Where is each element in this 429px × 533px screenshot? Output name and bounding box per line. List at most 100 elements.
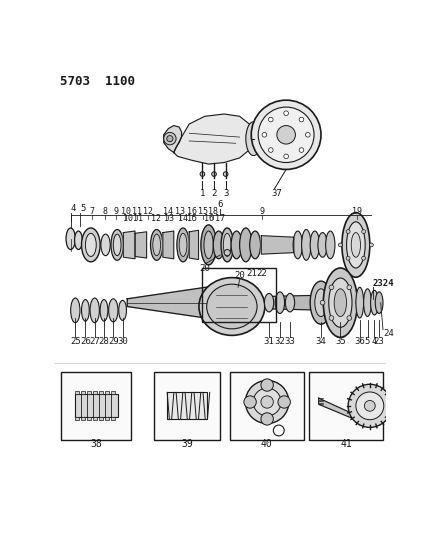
Text: 20: 20: [199, 264, 210, 273]
Ellipse shape: [153, 234, 160, 256]
Bar: [230, 372, 304, 440]
Circle shape: [269, 148, 273, 152]
Ellipse shape: [207, 284, 257, 329]
Circle shape: [347, 316, 352, 320]
Ellipse shape: [231, 231, 242, 259]
Text: 33: 33: [284, 337, 296, 346]
Text: 29: 29: [108, 337, 119, 346]
Ellipse shape: [364, 289, 372, 317]
Text: 40: 40: [261, 439, 272, 449]
Ellipse shape: [179, 233, 187, 256]
Text: 41: 41: [341, 439, 353, 449]
Ellipse shape: [101, 234, 110, 256]
Circle shape: [244, 396, 256, 408]
Ellipse shape: [113, 234, 121, 256]
Polygon shape: [124, 231, 135, 259]
Bar: [99, 391, 103, 394]
Text: 9: 9: [113, 207, 118, 216]
Ellipse shape: [111, 230, 124, 260]
Circle shape: [284, 111, 288, 116]
Text: 38: 38: [91, 439, 102, 449]
Ellipse shape: [342, 213, 370, 277]
Ellipse shape: [315, 289, 327, 317]
Text: 15: 15: [187, 214, 197, 223]
Text: 20: 20: [234, 271, 245, 280]
Text: 27: 27: [89, 337, 100, 346]
Text: 3: 3: [223, 189, 228, 198]
Text: 9: 9: [260, 207, 265, 216]
Ellipse shape: [204, 231, 213, 259]
Bar: [106, 417, 109, 421]
Bar: [61, 372, 131, 440]
Text: 5: 5: [80, 204, 85, 213]
Circle shape: [262, 133, 267, 137]
Bar: [75, 394, 118, 417]
Ellipse shape: [221, 228, 233, 262]
Circle shape: [224, 172, 228, 176]
Bar: [112, 391, 115, 394]
Circle shape: [200, 172, 205, 176]
Ellipse shape: [213, 231, 224, 259]
Text: 4: 4: [71, 204, 76, 213]
Bar: [81, 417, 85, 421]
Circle shape: [299, 117, 304, 122]
Text: 12: 12: [143, 207, 153, 216]
Bar: [75, 417, 79, 421]
Circle shape: [338, 243, 342, 247]
Circle shape: [277, 126, 296, 144]
Text: 31: 31: [264, 337, 275, 346]
Circle shape: [348, 384, 392, 427]
Bar: [99, 417, 103, 421]
Text: 8: 8: [102, 207, 107, 216]
Circle shape: [245, 381, 289, 424]
Circle shape: [320, 301, 325, 305]
Circle shape: [329, 316, 334, 320]
Ellipse shape: [250, 231, 260, 259]
Circle shape: [251, 100, 321, 169]
Circle shape: [224, 249, 230, 256]
Polygon shape: [261, 236, 294, 254]
Text: 30: 30: [117, 337, 128, 346]
Text: 11: 11: [133, 214, 143, 223]
Ellipse shape: [275, 292, 284, 313]
Circle shape: [346, 256, 350, 260]
Polygon shape: [189, 230, 199, 260]
Ellipse shape: [310, 281, 332, 324]
Ellipse shape: [326, 231, 335, 259]
Text: 25: 25: [70, 337, 81, 346]
Circle shape: [253, 388, 281, 416]
Circle shape: [299, 148, 304, 152]
Text: 1: 1: [200, 189, 205, 198]
Ellipse shape: [109, 299, 118, 322]
Text: 39: 39: [181, 439, 193, 449]
Text: 26: 26: [80, 337, 91, 346]
Bar: [87, 391, 91, 394]
Text: 21: 21: [246, 269, 257, 278]
Text: 5703  1100: 5703 1100: [60, 75, 135, 88]
Ellipse shape: [264, 294, 274, 312]
Text: 10: 10: [121, 207, 131, 216]
Text: 2: 2: [211, 189, 217, 198]
Ellipse shape: [119, 301, 127, 320]
Ellipse shape: [90, 298, 100, 322]
Bar: [154, 372, 220, 440]
Circle shape: [278, 396, 290, 408]
Ellipse shape: [82, 300, 89, 321]
Ellipse shape: [310, 231, 320, 259]
Ellipse shape: [323, 268, 357, 337]
Ellipse shape: [199, 278, 265, 335]
Ellipse shape: [177, 228, 189, 262]
Text: 14: 14: [178, 214, 188, 223]
Text: 19: 19: [353, 207, 363, 216]
Text: 11: 11: [132, 207, 142, 216]
Text: 16: 16: [187, 207, 196, 216]
Ellipse shape: [347, 222, 365, 268]
Text: 5: 5: [365, 337, 370, 346]
Ellipse shape: [351, 232, 360, 257]
Polygon shape: [163, 231, 174, 259]
Ellipse shape: [201, 225, 216, 265]
Circle shape: [369, 243, 373, 247]
Text: 28: 28: [99, 337, 109, 346]
Ellipse shape: [302, 230, 311, 260]
Circle shape: [164, 133, 176, 145]
